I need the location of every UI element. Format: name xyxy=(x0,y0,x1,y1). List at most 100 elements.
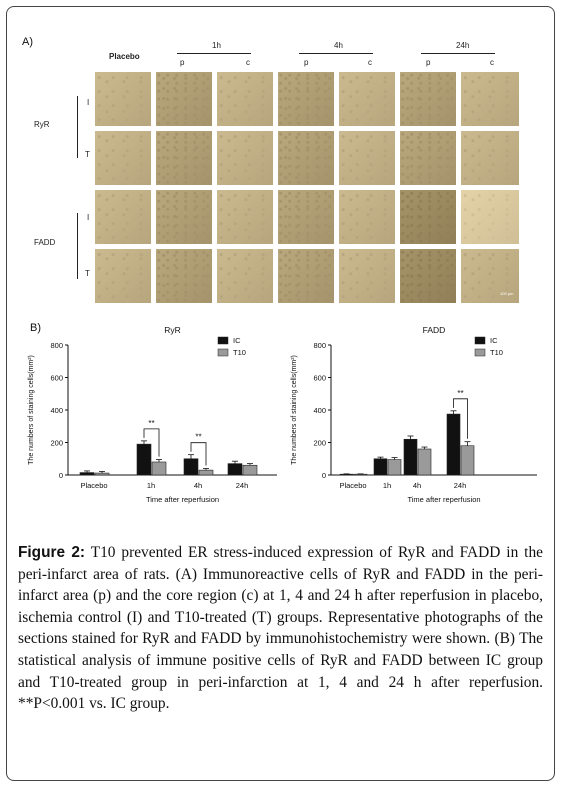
x-tick-label: 24h xyxy=(454,481,467,490)
micrograph-ryr-i-c24 xyxy=(460,71,520,127)
row-ryr-i: I xyxy=(87,98,90,107)
col-p-4h: p xyxy=(304,58,309,67)
micrograph-ryr-t-c4 xyxy=(338,130,396,186)
legend-label-ic: IC xyxy=(490,336,498,345)
micrograph-fadd-t-c4 xyxy=(338,248,396,304)
micrograph-ryr-t-placebo xyxy=(94,130,152,186)
bar-t10-placebo xyxy=(94,472,110,476)
row-fadd-i: I xyxy=(87,213,90,222)
col-c-1h: c xyxy=(246,58,250,67)
micrograph-fadd-i-c24 xyxy=(460,189,520,245)
bar-t10-24h xyxy=(460,445,475,476)
x-tick-label: Placebo xyxy=(80,481,107,490)
y-tick-label: 200 xyxy=(313,439,326,448)
bar-t10-placebo xyxy=(353,473,368,476)
col-line-1h xyxy=(177,53,251,54)
micrograph-ryr-i-placebo xyxy=(94,71,152,127)
bar-t10-1h xyxy=(151,461,167,476)
y-tick-label: 0 xyxy=(59,471,63,480)
bar-ic-4h xyxy=(183,458,199,476)
y-tick-label: 600 xyxy=(313,374,326,383)
col-header-1h: 1h xyxy=(212,41,221,50)
legend-swatch-t10 xyxy=(474,348,486,357)
chart-title: FADD xyxy=(423,325,446,335)
caption-text: T10 prevented ER stress-induced expressi… xyxy=(18,544,543,713)
micrograph-fadd-i-p4 xyxy=(277,189,335,245)
x-axis-label: Time after reperfusion xyxy=(407,495,480,504)
micrograph-ryr-i-c1 xyxy=(216,71,274,127)
bar-t10-4h xyxy=(417,448,432,476)
y-tick-label: 400 xyxy=(50,406,63,415)
micrograph-fadd-i-p24 xyxy=(399,189,457,245)
y-tick-label: 0 xyxy=(322,471,326,480)
micrograph-ryr-i-p4 xyxy=(277,71,335,127)
significance-bracket xyxy=(453,398,468,439)
col-line-4h xyxy=(299,53,373,54)
bar-ic-24h xyxy=(446,413,461,476)
fadd-bar-chart: FADD 0 200 400 600 800 The numbers of staining… xyxy=(291,325,537,504)
micrograph-fadd-i-placebo xyxy=(94,189,152,245)
panel-b-label: B) xyxy=(30,322,41,334)
x-axis-label: Time after reperfusion xyxy=(146,495,219,504)
y-tick-label: 800 xyxy=(50,341,63,350)
ryr-bar-chart: RyR 0 200 400 600 800 The numbers of staining … xyxy=(28,325,277,504)
y-tick-label: 600 xyxy=(50,374,63,383)
col-line-24h xyxy=(421,53,495,54)
ryr-bracket xyxy=(77,96,78,158)
panel-a-label: A) xyxy=(22,36,33,48)
y-tick-label: 200 xyxy=(50,439,63,448)
bar-ic-placebo xyxy=(79,472,95,476)
micrograph-fadd-t-p1 xyxy=(155,248,213,304)
micrograph-ryr-i-p1 xyxy=(155,71,213,127)
col-c-4h: c xyxy=(368,58,372,67)
col-header-placebo: Placebo xyxy=(109,52,140,61)
micrograph-fadd-i-c4 xyxy=(338,189,396,245)
legend-label-t10: T10 xyxy=(490,348,503,357)
col-header-4h: 4h xyxy=(334,41,343,50)
significance-bracket xyxy=(143,428,160,457)
bar-t10-24h xyxy=(242,464,258,476)
micrograph-ryr-t-p1 xyxy=(155,130,213,186)
row-ryr-t: T xyxy=(85,150,90,159)
fadd-bracket xyxy=(77,213,78,279)
y-axis-label: The numbers of staining cells(mm²) xyxy=(291,355,298,465)
micrograph-ryr-t-c1 xyxy=(216,130,274,186)
col-p-1h: p xyxy=(180,58,185,67)
significance-label: ** xyxy=(195,433,201,442)
micrograph-fadd-t-p4 xyxy=(277,248,335,304)
legend-label-ic: IC xyxy=(233,336,241,345)
col-p-24h: p xyxy=(426,58,431,67)
y-axis-label: The numbers of staining cells(mm²) xyxy=(28,355,35,465)
x-tick-label: 4h xyxy=(194,481,202,490)
legend-swatch-ic xyxy=(474,336,486,345)
bar-ic-1h xyxy=(136,443,152,476)
bar-ic-placebo xyxy=(339,473,354,476)
legend-swatch-t10 xyxy=(217,348,229,357)
micrograph-fadd-i-c1 xyxy=(216,189,274,245)
micrograph-fadd-t-p24 xyxy=(399,248,457,304)
scale-bar-label: 100 μm xyxy=(500,291,514,296)
y-tick-label: 400 xyxy=(313,406,326,415)
significance-label: ** xyxy=(148,419,154,428)
chart-title: RyR xyxy=(164,325,181,335)
bar-t10-4h xyxy=(198,469,214,476)
micrograph-ryr-t-p4 xyxy=(277,130,335,186)
bar-ic-1h xyxy=(373,458,388,476)
caption-label: Figure 2: xyxy=(18,544,86,561)
x-tick-label: Placebo xyxy=(339,481,366,490)
micrograph-fadd-t-placebo xyxy=(94,248,152,304)
row-fadd-t: T xyxy=(85,269,90,278)
x-tick-label: 24h xyxy=(236,481,249,490)
x-tick-label: 1h xyxy=(147,481,155,490)
x-tick-label: 1h xyxy=(383,481,391,490)
bar-t10-1h xyxy=(387,459,402,476)
col-header-24h: 24h xyxy=(456,41,470,50)
micrograph-ryr-i-c4 xyxy=(338,71,396,127)
significance-bracket xyxy=(190,442,207,466)
micrograph-fadd-i-p1 xyxy=(155,189,213,245)
micrograph-ryr-i-p24 xyxy=(399,71,457,127)
micrograph-fadd-t-c24 xyxy=(460,248,520,304)
col-c-24h: c xyxy=(490,58,494,67)
row-label-fadd: FADD xyxy=(34,238,56,247)
significance-label: ** xyxy=(457,389,463,398)
